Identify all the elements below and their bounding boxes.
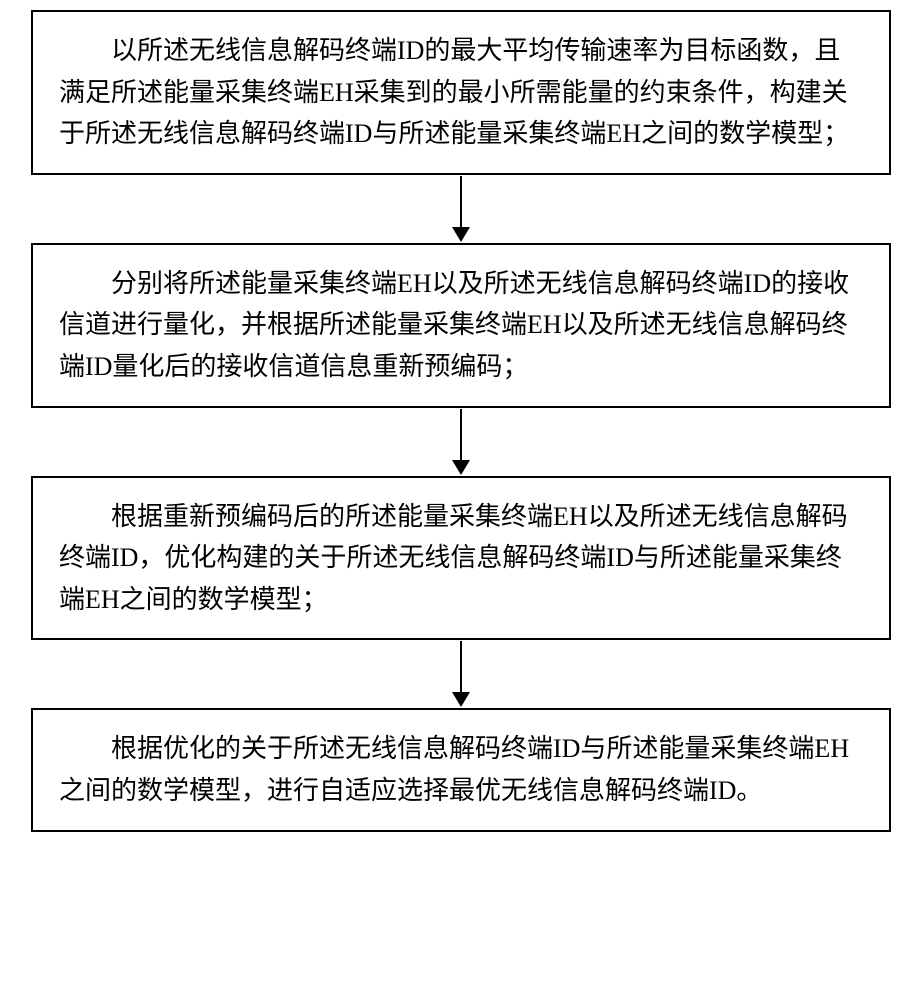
flowchart-step-1: 以所述无线信息解码终端ID的最大平均传输速率为目标函数，且满足所述能量采集终端E…: [31, 10, 891, 175]
step-4-text: 根据优化的关于所述无线信息解码终端ID与所述能量采集终端EH之间的数学模型，进行…: [59, 728, 863, 811]
arrow-head-icon: [452, 227, 470, 242]
arrow-line: [460, 176, 462, 228]
step-3-text: 根据重新预编码后的所述能量采集终端EH以及所述无线信息解码终端ID，优化构建的关…: [59, 496, 863, 621]
flowchart-container: 以所述无线信息解码终端ID的最大平均传输速率为目标函数，且满足所述能量采集终端E…: [0, 0, 922, 842]
arrow-1-2: [452, 175, 470, 243]
arrow-head-icon: [452, 460, 470, 475]
step-2-text: 分别将所述能量采集终端EH以及所述无线信息解码终端ID的接收信道进行量化，并根据…: [59, 263, 863, 388]
step-1-text: 以所述无线信息解码终端ID的最大平均传输速率为目标函数，且满足所述能量采集终端E…: [59, 30, 863, 155]
arrow-line: [460, 641, 462, 693]
arrow-2-3: [452, 408, 470, 476]
flowchart-step-4: 根据优化的关于所述无线信息解码终端ID与所述能量采集终端EH之间的数学模型，进行…: [31, 708, 891, 831]
flowchart-step-2: 分别将所述能量采集终端EH以及所述无线信息解码终端ID的接收信道进行量化，并根据…: [31, 243, 891, 408]
arrow-3-4: [452, 640, 470, 708]
flowchart-step-3: 根据重新预编码后的所述能量采集终端EH以及所述无线信息解码终端ID，优化构建的关…: [31, 476, 891, 641]
arrow-head-icon: [452, 692, 470, 707]
arrow-line: [460, 409, 462, 461]
